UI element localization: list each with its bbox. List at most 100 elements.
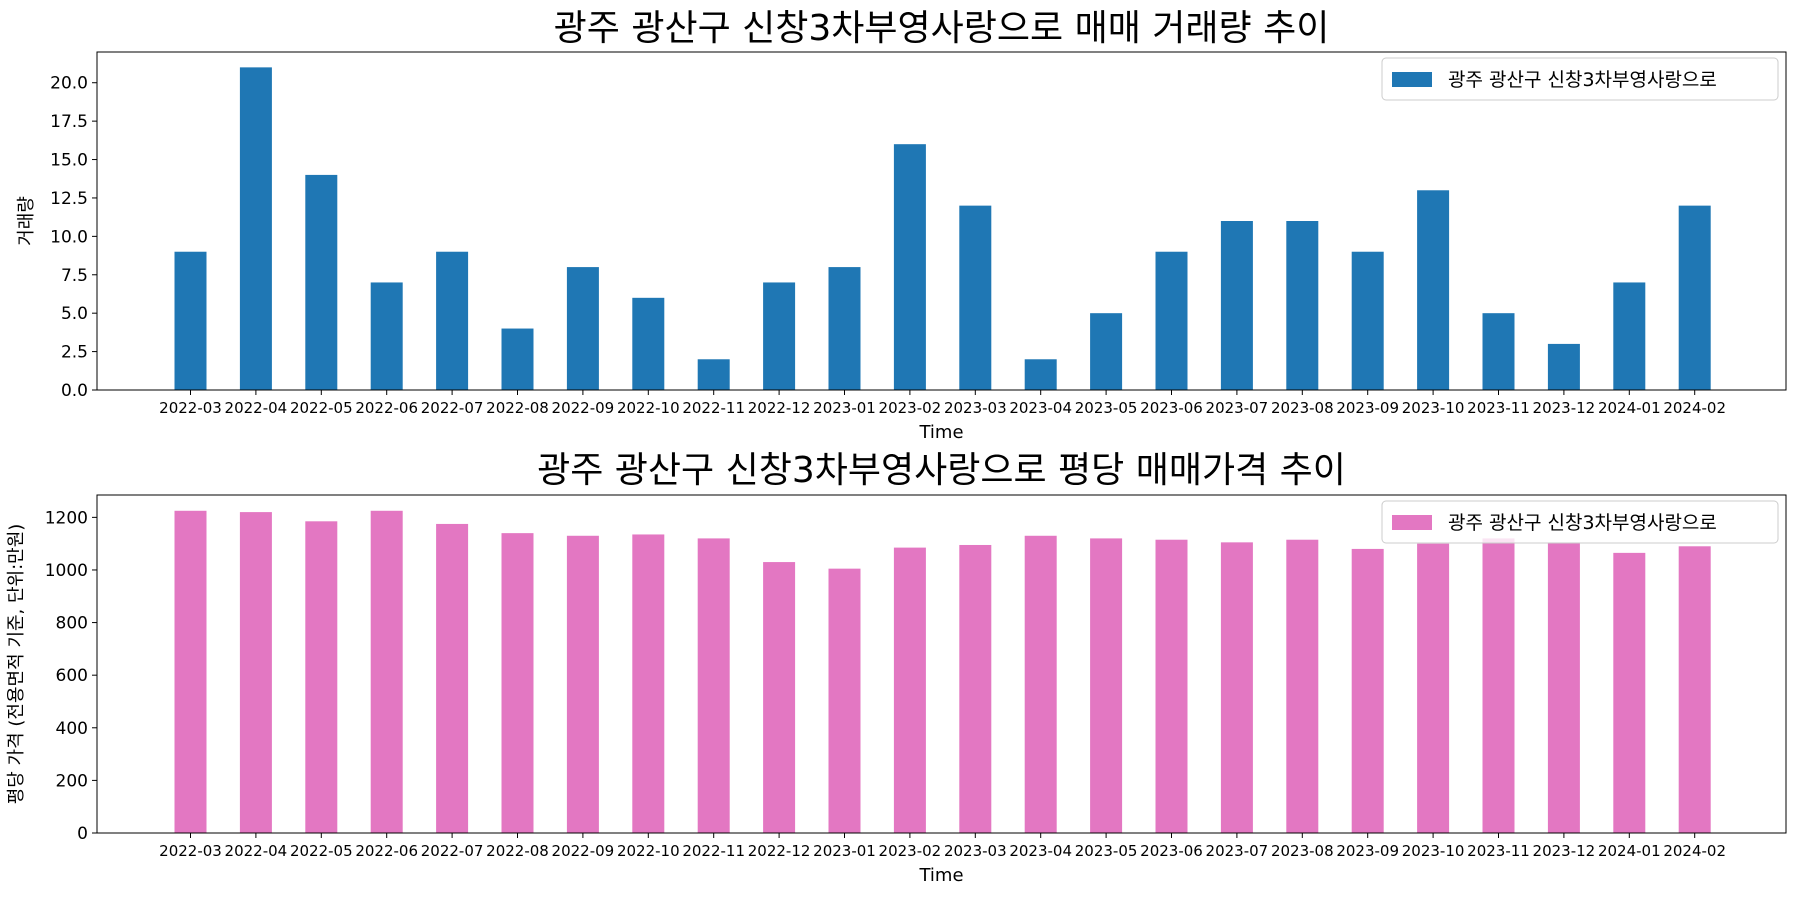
x-tick-label: 2023-12 [1533,842,1596,860]
x-tick-label: 2023-03 [944,399,1007,417]
x-tick-label: 2023-11 [1467,399,1530,417]
x-axis-label: Time [918,422,963,443]
bar-2022-04 [239,67,272,390]
bar-2022-07 [436,251,469,390]
x-tick-label: 2022-07 [421,842,484,860]
legend: 광주 광산구 신창3차부영사랑으로 [1381,57,1779,101]
y-tick-label: 2.5 [61,343,88,363]
plot-frame [96,494,1787,834]
x-tick-label: 2023-04 [1009,842,1072,860]
bars [174,510,1711,833]
x-tick-label: 2024-01 [1598,842,1661,860]
y-tick-label: 12.5 [50,189,88,209]
legend-label: 광주 광산구 신창3차부영사랑으로 [1448,512,1717,534]
bar-2023-07 [1220,542,1253,833]
bar-2022-03 [174,510,207,833]
bar-2022-10 [632,534,665,833]
bar-2023-04 [1024,535,1057,833]
bar-2022-12 [763,282,796,390]
y-axis-label: 거래량 [16,196,37,246]
x-tick-label: 2023-09 [1336,399,1399,417]
bar-2023-12 [1547,542,1580,833]
bar-2022-03 [174,251,207,390]
bar-2023-02 [893,547,926,833]
x-tick-label: 2022-09 [552,399,615,417]
bar-2023-12 [1547,343,1580,390]
y-tick-label: 5.0 [61,304,88,324]
bars [174,67,1711,390]
bar-2023-05 [1090,538,1123,833]
x-tick-label: 2022-08 [486,842,549,860]
x-tick-label: 2023-11 [1467,842,1530,860]
x-tick-label: 2023-01 [813,399,876,417]
y-tick-label: 20.0 [50,74,88,94]
y-tick-label: 10.0 [50,227,88,247]
bar-2023-02 [893,144,926,390]
bar-2022-07 [436,523,469,833]
legend-swatch [1392,72,1432,87]
bar-2023-09 [1351,548,1384,833]
x-tick-label: 2022-06 [355,842,418,860]
x-tick-label: 2023-06 [1140,399,1203,417]
y-axis-ticks: 0 200 400 600 800 1000 1200 [45,508,97,844]
bar-2022-04 [239,512,272,833]
bar-2022-05 [305,521,338,833]
y-tick-label: 0.0 [61,381,88,401]
bar-2023-05 [1090,313,1123,390]
x-tick-label: 2022-10 [617,842,680,860]
bar-2023-08 [1286,539,1319,833]
x-tick-label: 2022-07 [421,399,484,417]
bar-2022-05 [305,174,338,390]
x-tick-label: 2023-03 [944,842,1007,860]
bar-2024-01 [1613,282,1646,390]
bar-2022-09 [566,535,599,833]
bar-2024-02 [1678,546,1711,833]
x-tick-label: 2023-08 [1271,842,1334,860]
bar-2022-12 [763,562,796,833]
chart-title: 광주 광산구 신창3차부영사랑으로 매매 거래량 추이 [554,8,1330,49]
x-tick-label: 2022-09 [552,842,615,860]
bar-2022-08 [501,533,534,833]
x-tick-label: 2024-02 [1663,842,1726,860]
bar-2023-10 [1417,190,1450,390]
x-tick-label: 2022-11 [682,399,745,417]
y-tick-label: 7.5 [61,266,88,286]
bar-2023-11 [1482,538,1515,833]
x-tick-label: 2024-02 [1663,399,1726,417]
bar-2022-08 [501,328,534,390]
x-tick-label: 2022-10 [617,399,680,417]
x-tick-label: 2024-01 [1598,399,1661,417]
legend-label: 광주 광산구 신창3차부영사랑으로 [1448,69,1717,91]
x-tick-label: 2023-05 [1075,842,1138,860]
y-tick-label: 800 [56,614,88,634]
legend-swatch [1392,515,1432,530]
y-tick-label: 15.0 [50,151,88,171]
x-tick-label: 2022-12 [748,399,811,417]
bar-2022-09 [566,267,599,390]
bar-2023-03 [959,205,992,390]
x-tick-label: 2023-02 [879,399,942,417]
x-tick-label: 2023-04 [1009,399,1072,417]
x-tick-label: 2023-07 [1206,842,1269,860]
legend: 광주 광산구 신창3차부영사랑으로 [1381,500,1779,544]
x-tick-label: 2022-05 [290,842,353,860]
y-tick-label: 1200 [45,508,88,528]
bar-2023-06 [1155,251,1188,390]
bar-2023-01 [828,267,861,390]
y-tick-label: 400 [56,719,88,739]
bar-2023-09 [1351,251,1384,390]
bar-2022-06 [370,282,403,390]
bar-2024-02 [1678,205,1711,390]
y-tick-label: 17.5 [50,112,88,132]
y-axis-ticks: 0.0 2.5 5.0 7.5 10.0 12.5 15.0 17.5 20.0 [50,74,97,401]
x-tick-label: 2023-12 [1533,399,1596,417]
y-tick-label: 600 [56,666,88,686]
legend-box [1381,57,1779,101]
bar-2023-07 [1220,221,1253,390]
bar-2024-01 [1613,552,1646,833]
x-tick-label: 2022-04 [225,399,288,417]
x-tick-label: 2023-09 [1336,842,1399,860]
